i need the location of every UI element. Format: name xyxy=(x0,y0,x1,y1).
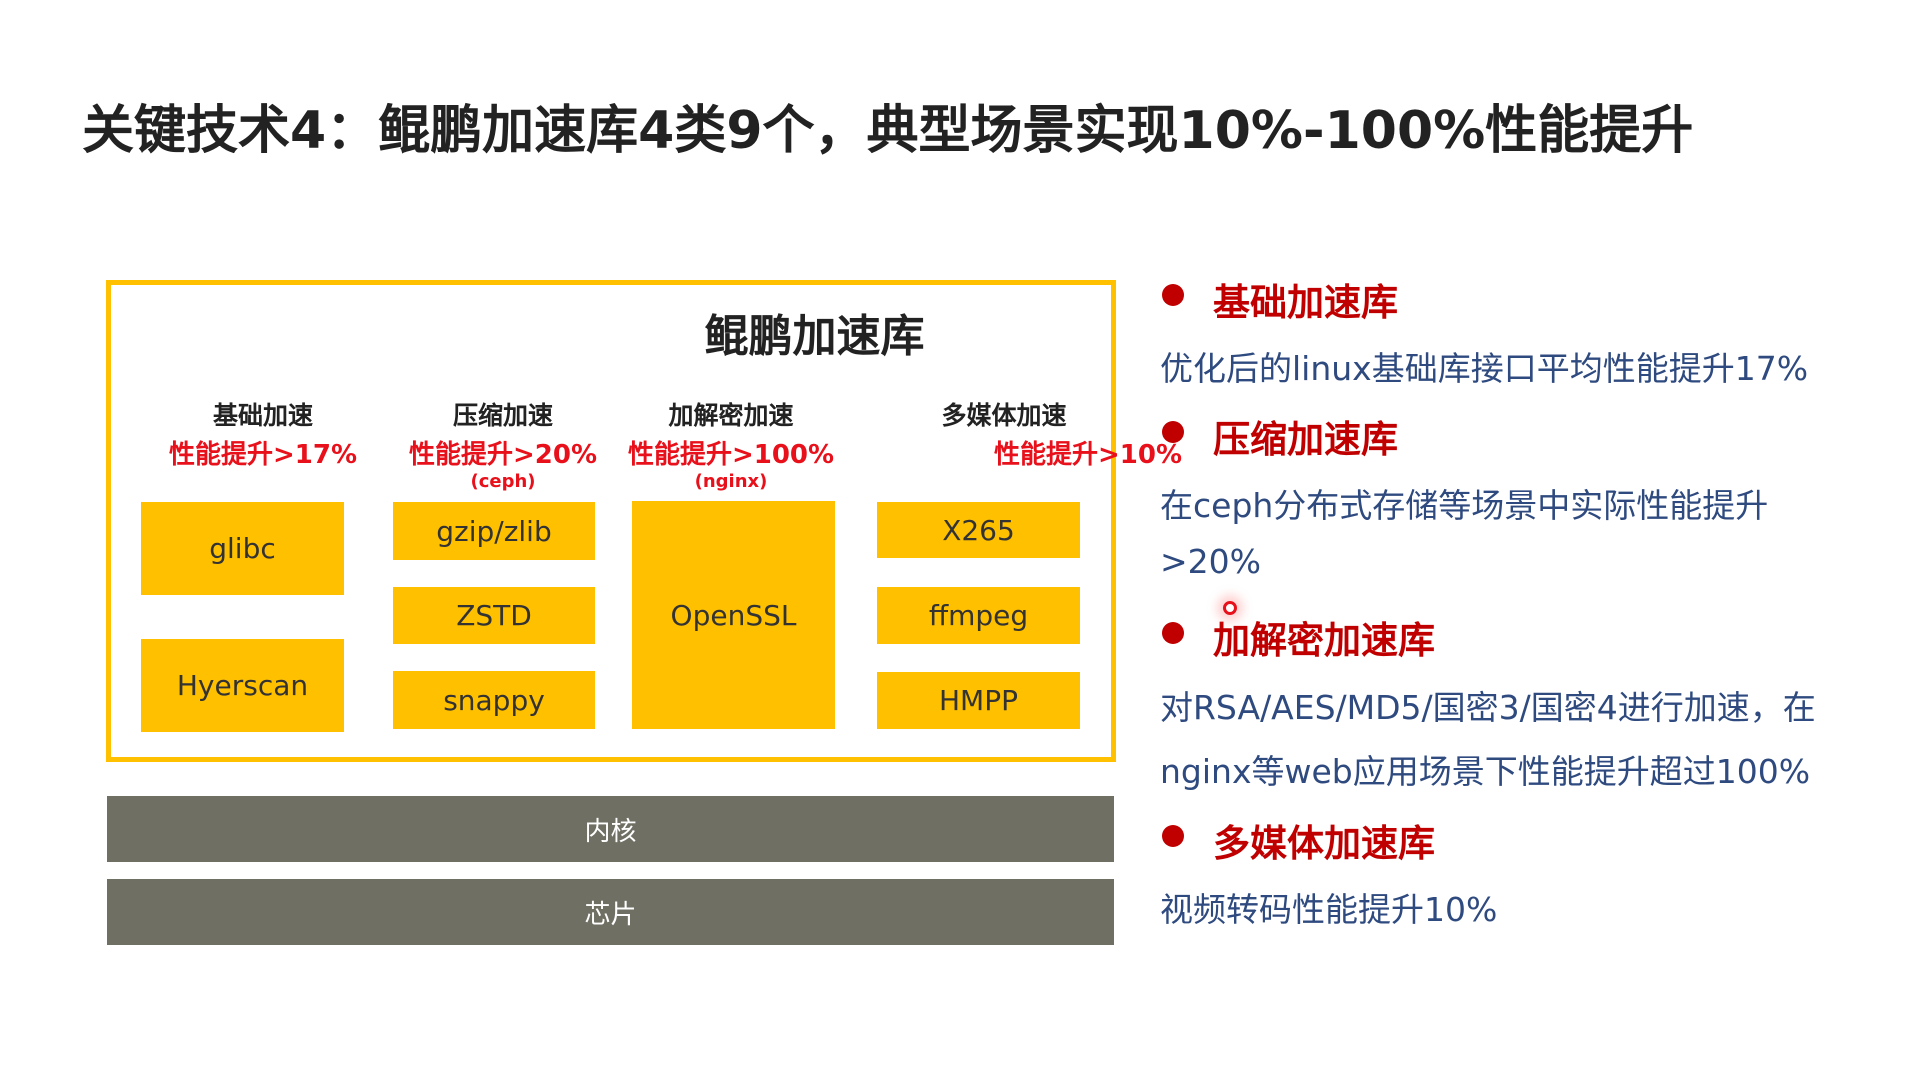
lib-box-ffmpeg: ffmpeg xyxy=(877,587,1080,644)
bullet-heading-multimedia: 多媒体加速库 xyxy=(1213,822,1435,865)
accelerator-library-frame xyxy=(106,280,1116,762)
lib-box-snappy: snappy xyxy=(393,671,595,729)
bullet-text: 优化后的linux基础库接口平均性能提升17% xyxy=(1160,349,1809,388)
column-note: (ceph) xyxy=(470,471,536,492)
bullet-text: 对RSA/AES/MD5/国密3/国密4进行加速，在 xyxy=(1160,688,1816,727)
lib-box-zstd: ZSTD xyxy=(393,587,595,644)
column-perf: 性能提升>17% xyxy=(168,440,358,470)
bullet-icon xyxy=(1162,421,1184,443)
lib-box-glibc: glibc xyxy=(141,502,344,595)
frame-title: 鲲鹏加速库 xyxy=(704,311,925,362)
bullet-heading-basic: 基础加速库 xyxy=(1213,281,1398,324)
bullet-text: >20% xyxy=(1160,542,1261,581)
lib-box-openssl: OpenSSL xyxy=(632,501,835,729)
lib-box-gzip-zlib: gzip/zlib xyxy=(393,502,595,560)
bullet-icon xyxy=(1162,825,1184,847)
column-header-compression: 压缩加速 性能提升>20% (ceph) xyxy=(383,396,623,492)
column-note: (nginx) xyxy=(694,471,768,492)
column-title: 多媒体加速 xyxy=(941,401,1067,430)
bullet-text: nginx等web应用场景下性能提升超过100% xyxy=(1160,752,1811,791)
column-header-basic: 基础加速 性能提升>17% xyxy=(143,396,383,471)
bullet-heading-compression: 压缩加速库 xyxy=(1213,418,1398,461)
bullet-icon xyxy=(1162,622,1184,644)
bullet-text: 视频转码性能提升10% xyxy=(1160,890,1498,929)
bullet-heading-crypto: 加解密加速库 xyxy=(1213,619,1435,662)
column-perf: 性能提升>100% xyxy=(627,440,835,470)
column-header-multimedia: 多媒体加速 性能提升>10% xyxy=(884,396,1183,471)
lib-box-x265: X265 xyxy=(877,502,1080,558)
lib-box-hyerscan: Hyerscan xyxy=(141,639,344,732)
column-header-crypto: 加解密加速 性能提升>100% (nginx) xyxy=(611,396,851,492)
column-title: 压缩加速 xyxy=(452,401,553,430)
layer-chip: 芯片 xyxy=(107,879,1114,945)
bullet-text: 在ceph分布式存储等场景中实际性能提升 xyxy=(1160,486,1769,525)
column-title: 加解密加速 xyxy=(668,401,794,430)
column-perf: 性能提升>10% xyxy=(994,440,1183,470)
column-perf: 性能提升>20% xyxy=(408,440,598,470)
slide-title: 关键技术4：鲲鹏加速库4类9个，典型场景实现10%-100%性能提升 xyxy=(82,101,1694,161)
lib-box-hmpp: HMPP xyxy=(877,672,1080,729)
column-title: 基础加速 xyxy=(212,401,313,430)
pointer-cursor-icon xyxy=(1223,601,1237,615)
layer-kernel: 内核 xyxy=(107,796,1114,862)
bullet-icon xyxy=(1162,284,1184,306)
